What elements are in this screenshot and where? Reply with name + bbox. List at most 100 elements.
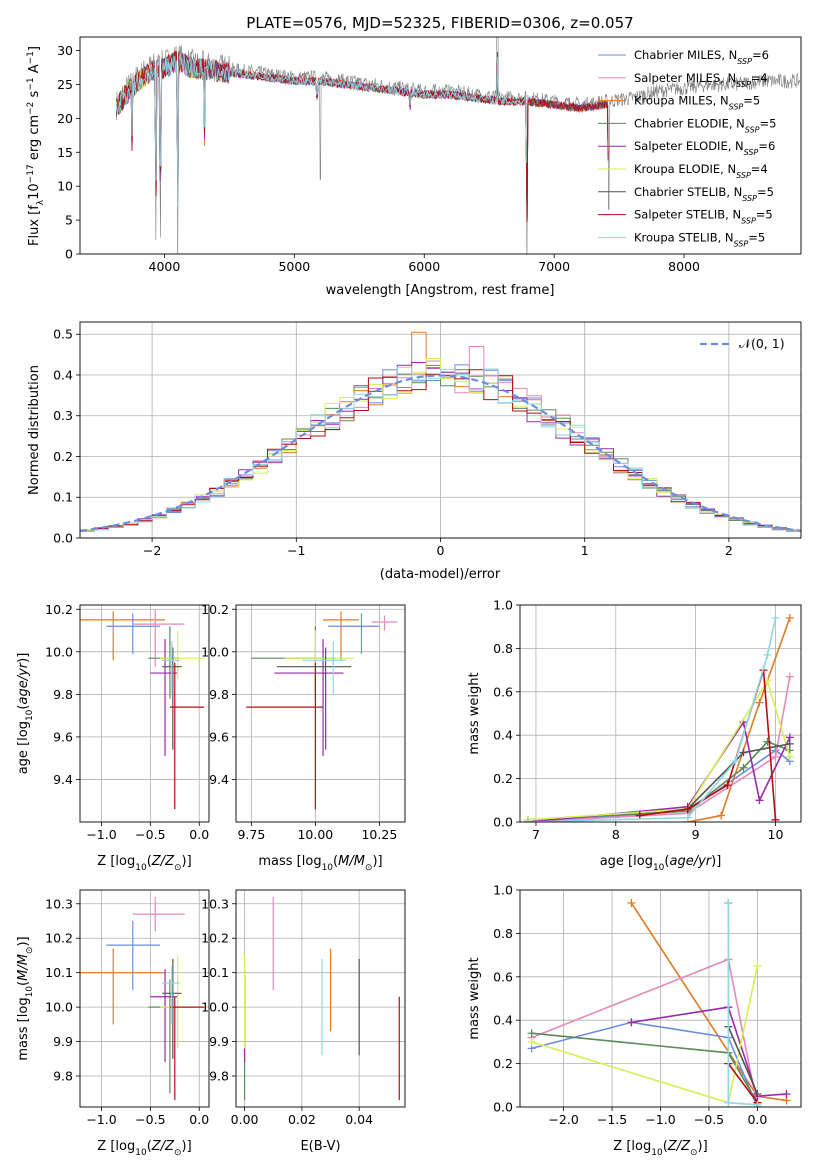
y-tick-label: 0.4 <box>493 728 513 743</box>
legend-label-sub: SSP <box>745 125 760 134</box>
axis-label-part: age/yr <box>669 854 712 869</box>
axis-label-part: −17 <box>26 164 36 183</box>
weight-marker <box>785 672 794 681</box>
errorbars <box>80 609 205 810</box>
axis-label-part: λ <box>36 199 46 205</box>
y-tick-label: 0.0 <box>493 815 513 830</box>
legend-label-sub: SSP <box>729 102 744 111</box>
y-tick-label: 30 <box>57 43 73 58</box>
legend-label: Salpeter MILES, NSSP=4 <box>634 71 768 89</box>
x-tick-label: 9 <box>692 827 700 842</box>
axis-label-part: log <box>115 1139 135 1154</box>
weight-marker <box>785 614 794 623</box>
axis-label-part: Flux [f <box>27 205 42 246</box>
y-tick-label: 9.4 <box>209 772 229 787</box>
legend-label-part: Chabrier STELIB, N <box>634 185 742 199</box>
spectrum-ylabel: Flux [fλ10−17 erg cm−2 s−1 A−1] <box>26 46 46 246</box>
weight-series-line <box>531 1021 759 1107</box>
weight_vs_Z-ylabel: mass weight <box>467 957 482 1039</box>
axis-label-part: Z/Z <box>151 854 175 869</box>
legend-label-part: =4 <box>751 162 768 176</box>
errorbars <box>80 896 205 1101</box>
x-tick-label: 10.25 <box>361 827 397 842</box>
plot-frame <box>519 889 802 1108</box>
y-tick-label: 10.1 <box>201 965 229 980</box>
y-tick-label: 10.0 <box>201 644 229 659</box>
weight_vs_age-xlabel: age [log10(age/yr)] <box>600 854 722 873</box>
weight-marker <box>771 752 780 761</box>
x-tick-label: 0.0 <box>747 1112 767 1127</box>
weight-marker <box>763 737 772 746</box>
residuals-xlabel: (data-model)/error <box>380 567 501 582</box>
x-tick-label: 0.04 <box>345 1112 373 1127</box>
legend-label-part: =5 <box>743 94 760 108</box>
y-tick-label: 10.2 <box>201 931 229 946</box>
axis-label-part: ( <box>147 1139 152 1154</box>
y-tick-label: 9.8 <box>209 1069 229 1084</box>
y-tick-label: 0.4 <box>493 1013 513 1028</box>
y-tick-label: 0.3 <box>53 408 73 423</box>
legend-label-part: Kroupa STELIB, N <box>634 230 734 244</box>
legend-label-part: Chabrier ELODIE, N <box>634 116 745 130</box>
x-tick-label: 8000 <box>668 259 700 274</box>
axis-label-part: )] <box>711 854 721 869</box>
weight-series-line <box>639 669 777 820</box>
axis-label-part: )] <box>182 1139 192 1154</box>
x-tick-label: −2.0 <box>548 1112 578 1127</box>
y-tick-label: 0.2 <box>493 1056 513 1071</box>
axis-label-part: age [ <box>600 854 633 869</box>
axis-label-part: ( <box>147 854 152 869</box>
legend-label-sub: SSP <box>736 79 751 88</box>
axis-label-part: age/yr <box>16 661 31 704</box>
axis-label-part: log <box>633 854 653 869</box>
x-tick-label: −1.5 <box>597 1112 627 1127</box>
x-tick-label: 10.00 <box>297 827 333 842</box>
legend-label-part: Salpeter ELODIE, N <box>634 139 744 153</box>
weight-marker <box>724 899 733 908</box>
y-tick-label: 10.0 <box>45 644 73 659</box>
weight-marker <box>683 813 692 822</box>
axis-label-part: −2 <box>26 102 36 115</box>
y-tick-label: 0.8 <box>493 926 513 941</box>
axis-label-part: 10 <box>135 1148 147 1158</box>
axis-label-part: 10 <box>651 1148 663 1158</box>
legend-label-sub: SSP <box>741 216 756 225</box>
weight-marker <box>683 804 692 813</box>
plot-frame <box>519 604 802 823</box>
axis-label-part: (data-model)/error <box>380 567 501 582</box>
x-tick-label: 1 <box>581 543 589 558</box>
y-tick-label: 1.0 <box>493 598 513 613</box>
weight-marker <box>755 796 764 805</box>
y-tick-label: 0.2 <box>493 771 513 786</box>
axis-label-part: 10 <box>653 863 665 873</box>
axis-label-part: age [ <box>16 741 31 774</box>
legend-label-part: Salpeter MILES, N <box>634 71 736 85</box>
y-tick-label: 15 <box>57 145 73 160</box>
axis-label-part: 10 <box>322 863 334 873</box>
axis-label-part: )] <box>372 854 382 869</box>
y-tick-label: 10.0 <box>45 1000 73 1015</box>
axis-label-part: wavelength [Angstrom, rest frame] <box>326 283 555 298</box>
weight-marker <box>635 811 644 820</box>
axis-label-part: log <box>302 854 322 869</box>
axis-label-part: −1 <box>26 51 36 64</box>
axis-label-part: Z [ <box>613 1139 631 1154</box>
mass_vs_ebv-panel: 0.00 0.02 0.04 9.8 9.9 10.0 10.1 10.2 10.3 E(B-V) <box>201 889 406 1154</box>
x-tick-label: 8 <box>612 827 620 842</box>
axis-label-part: E(B-V) <box>300 1139 340 1154</box>
weight_vs_Z-panel: −2.0 −1.5 −1.0 −0.5 0.0 0.0 0.2 0.4 0.6 0.8 1.0 Z [… <box>467 883 802 1158</box>
weight_vs_Z-xlabel: Z [log10(Z/Z⊙)] <box>613 1139 707 1158</box>
plot-frame <box>79 889 210 1108</box>
x-tick-label: 0.02 <box>288 1112 316 1127</box>
weight-marker <box>771 815 780 822</box>
y-tick-label: 0.6 <box>493 969 513 984</box>
legend-label: Chabrier STELIB, NSSP=5 <box>634 185 774 203</box>
x-tick-label: −1 <box>287 543 305 558</box>
residuals-panel: −2 −1 0 1 2 0.0 0.1 0.2 0.3 0.4 0.5 𝒩(0, 1) (data-mo… <box>27 321 802 582</box>
axis-label-part: )] <box>182 854 192 869</box>
x-tick-label: −0.5 <box>694 1112 724 1127</box>
axis-label-part: 10 <box>25 709 35 721</box>
